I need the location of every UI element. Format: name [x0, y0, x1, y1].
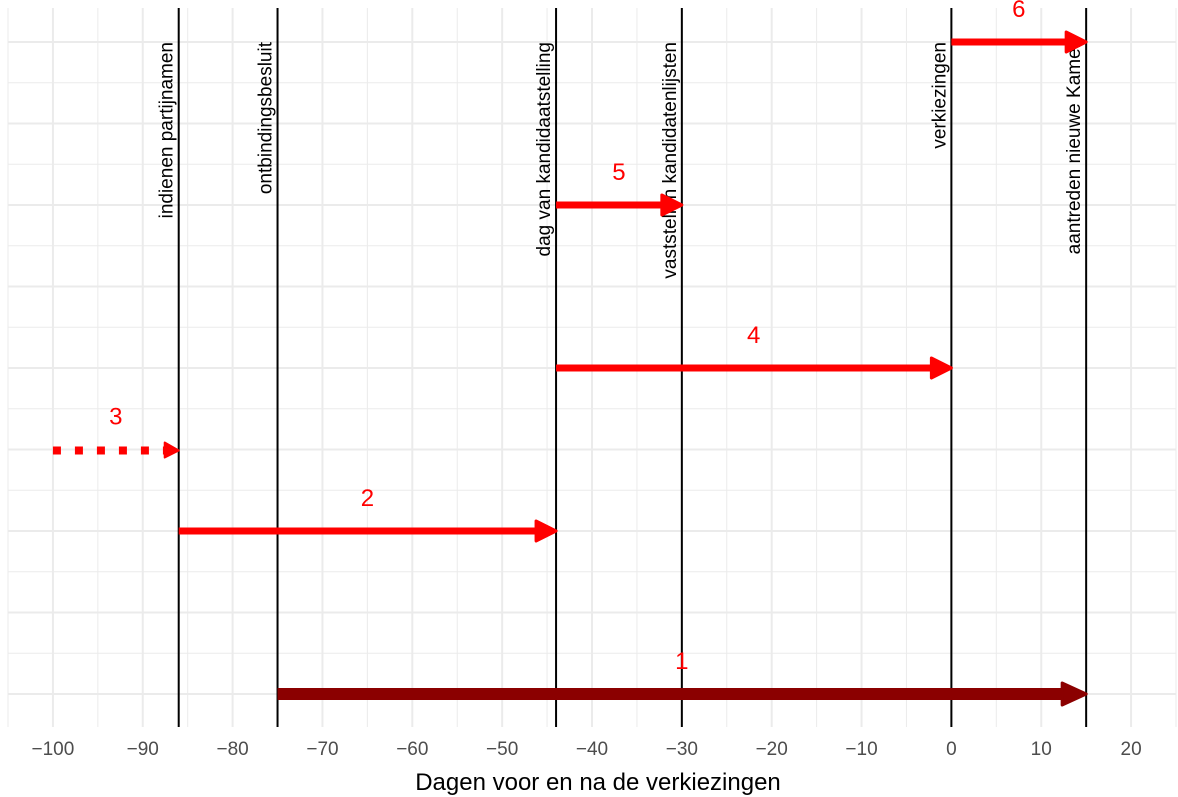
x-tick-label: −10 [845, 739, 877, 760]
x-tick-label: 0 [946, 739, 957, 760]
arrow-6: 6 [951, 0, 1088, 54]
arrow-head [163, 441, 180, 459]
event-lines: indienen partijnamen ontbindingsbesluit da… [157, 8, 1088, 727]
arrow-label: 1 [675, 648, 688, 675]
event-label: verkiezingen [929, 42, 950, 149]
arrow-4: 4 [556, 322, 953, 380]
x-tick-label: −50 [486, 739, 518, 760]
arrow-head [534, 519, 558, 543]
arrow-head [1060, 681, 1088, 707]
event-label: dag van kandidaatstelling [534, 42, 555, 256]
arrow-label: 4 [747, 322, 760, 349]
x-tick-label: −30 [666, 739, 698, 760]
arrows: 1 2 3 4 5 6 [52, 0, 1088, 707]
x-tick-label: −80 [216, 739, 248, 760]
arrow-label: 5 [612, 159, 625, 186]
arrow-label: 6 [1012, 0, 1025, 23]
arrow-5: 5 [556, 159, 684, 217]
arrow-1: 1 [277, 648, 1088, 707]
x-tick-label: −100 [32, 739, 75, 760]
arrow-label: 3 [109, 404, 122, 431]
arrow-3: 3 [52, 404, 180, 459]
x-tick-label: −70 [306, 739, 338, 760]
event-label: aantreden nieuwe Kamer [1064, 41, 1085, 254]
x-tick-label: 10 [1031, 739, 1052, 760]
x-axis-title: Dagen voor en na de verkiezingen [415, 769, 781, 796]
x-tick-label: −40 [576, 739, 608, 760]
x-tick-label: −20 [756, 739, 788, 760]
event-label: ontbindingsbesluit [256, 41, 277, 194]
event-label: vaststellen kandidatenlijsten [660, 42, 681, 279]
x-axis-ticks: −100 −90 −80 −70 −60 −50 −40 −30 −20 −10 0 10 20 [32, 739, 1142, 760]
arrow-head [1064, 30, 1088, 54]
x-tick-label: −60 [396, 739, 428, 760]
arrow-head [660, 193, 684, 217]
arrow-label: 2 [361, 485, 374, 512]
arrow-2: 2 [178, 485, 558, 543]
event-label: indienen partijnamen [157, 42, 178, 218]
arrow-head [929, 356, 953, 380]
x-tick-label: −90 [127, 739, 159, 760]
x-tick-label: 20 [1121, 739, 1142, 760]
